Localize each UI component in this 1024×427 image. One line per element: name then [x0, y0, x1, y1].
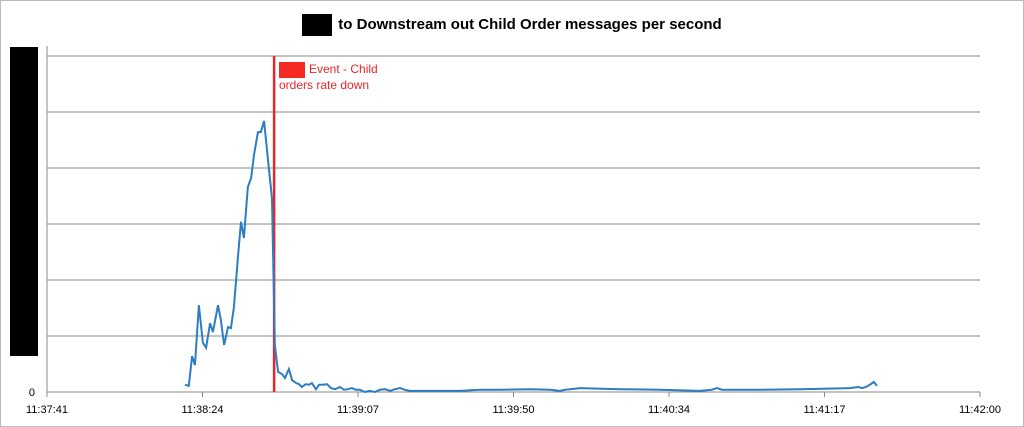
x-tick-label: 11:38:24	[181, 404, 223, 416]
x-tick-label: 11:37:41	[26, 404, 68, 416]
annotation-box: Event - Child orders rate down	[279, 62, 397, 92]
x-tick-label: 11:40:34	[648, 404, 690, 416]
x-tick-label: 11:39:50	[492, 404, 534, 416]
redaction	[302, 14, 333, 36]
redaction	[10, 47, 38, 356]
chart-title-box: to Downstream out Child Order messages p…	[0, 14, 1024, 36]
redaction	[279, 62, 305, 78]
x-tick-label: 11:42:00	[959, 404, 1001, 416]
x-tick-label: 11:41:17	[803, 404, 845, 416]
y-tick-label: 0	[29, 387, 35, 399]
data-line	[184, 120, 878, 394]
chart-title: to Downstream out Child Order messages p…	[338, 15, 722, 33]
annotation-label: Event - Child orders rate down	[279, 62, 378, 92]
x-tick-label: 11:39:07	[337, 404, 379, 416]
